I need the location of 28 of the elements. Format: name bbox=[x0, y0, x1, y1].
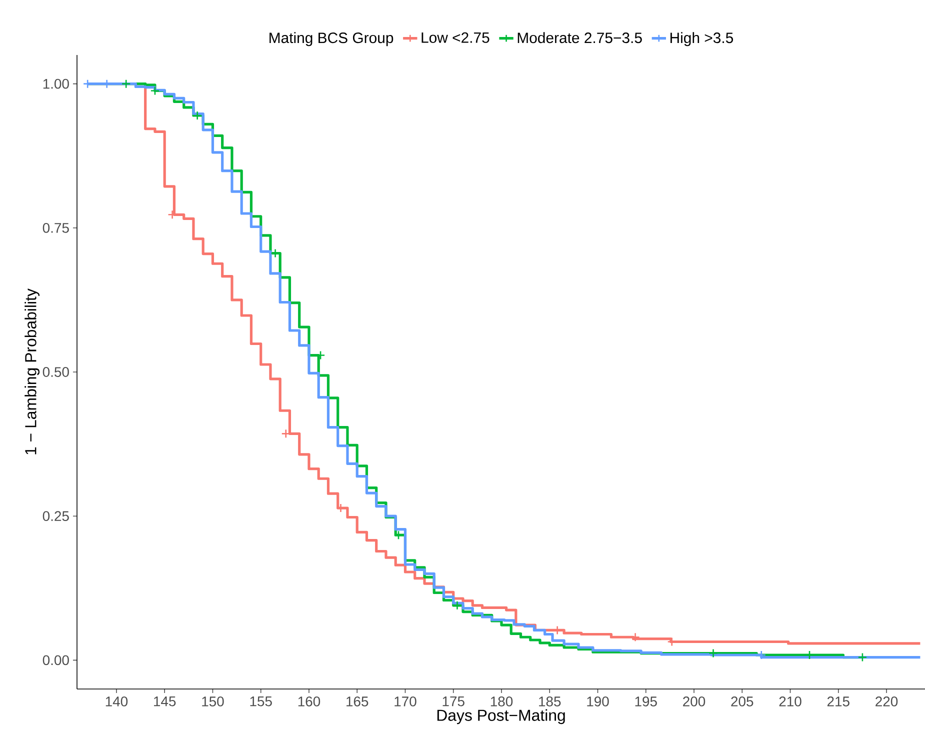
x-tick-label: 145 bbox=[154, 696, 176, 706]
x-tick-label: 205 bbox=[731, 696, 754, 706]
x-axis-title: Days Post−Mating bbox=[437, 709, 565, 724]
x-tick-label: 150 bbox=[202, 696, 224, 706]
legend-label: Moderate 2.75−3.5 bbox=[518, 32, 642, 44]
x-tick-label: 180 bbox=[490, 696, 513, 706]
x-tick-label: 190 bbox=[587, 696, 609, 706]
x-tick-label: 170 bbox=[394, 696, 416, 706]
y-axis-title: 1 − Lambing Probability bbox=[24, 288, 40, 454]
x-tick-label: 210 bbox=[779, 696, 802, 706]
legend-title: Mating BCS Group bbox=[270, 32, 394, 46]
legend-label: Low <2.75 bbox=[422, 32, 490, 43]
x-tick-label: 195 bbox=[635, 696, 657, 706]
y-tick-label: 1.00 bbox=[43, 78, 69, 89]
y-tick-label: 0.75 bbox=[42, 222, 69, 233]
x-tick-label: 165 bbox=[346, 696, 368, 706]
x-tick-label: 200 bbox=[683, 696, 706, 706]
x-tick-label: 155 bbox=[250, 696, 272, 706]
x-tick-label: 215 bbox=[827, 696, 850, 706]
x-tick-label: 220 bbox=[876, 696, 898, 706]
y-tick-label: 0.00 bbox=[42, 655, 69, 666]
x-tick-label: 160 bbox=[298, 696, 320, 706]
y-tick-label: 0.25 bbox=[42, 511, 69, 522]
y-tick-label: 0.50 bbox=[42, 367, 69, 377]
legend-label: High >3.5 bbox=[670, 32, 734, 46]
x-tick-label: 175 bbox=[442, 696, 464, 706]
x-tick-label: 140 bbox=[106, 696, 128, 706]
x-tick-label: 185 bbox=[539, 696, 561, 706]
